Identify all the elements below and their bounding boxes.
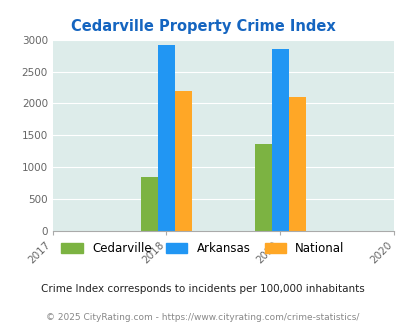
Bar — [288, 97, 305, 231]
Bar — [141, 177, 158, 231]
Bar — [254, 144, 271, 231]
Legend: Cedarville, Arkansas, National: Cedarville, Arkansas, National — [56, 237, 349, 260]
Text: Cedarville Property Crime Index: Cedarville Property Crime Index — [70, 19, 335, 34]
Text: Crime Index corresponds to incidents per 100,000 inhabitants: Crime Index corresponds to incidents per… — [41, 284, 364, 294]
Bar — [271, 49, 288, 231]
Text: © 2025 CityRating.com - https://www.cityrating.com/crime-statistics/: © 2025 CityRating.com - https://www.city… — [46, 313, 359, 322]
Bar — [175, 91, 192, 231]
Bar — [158, 45, 175, 231]
